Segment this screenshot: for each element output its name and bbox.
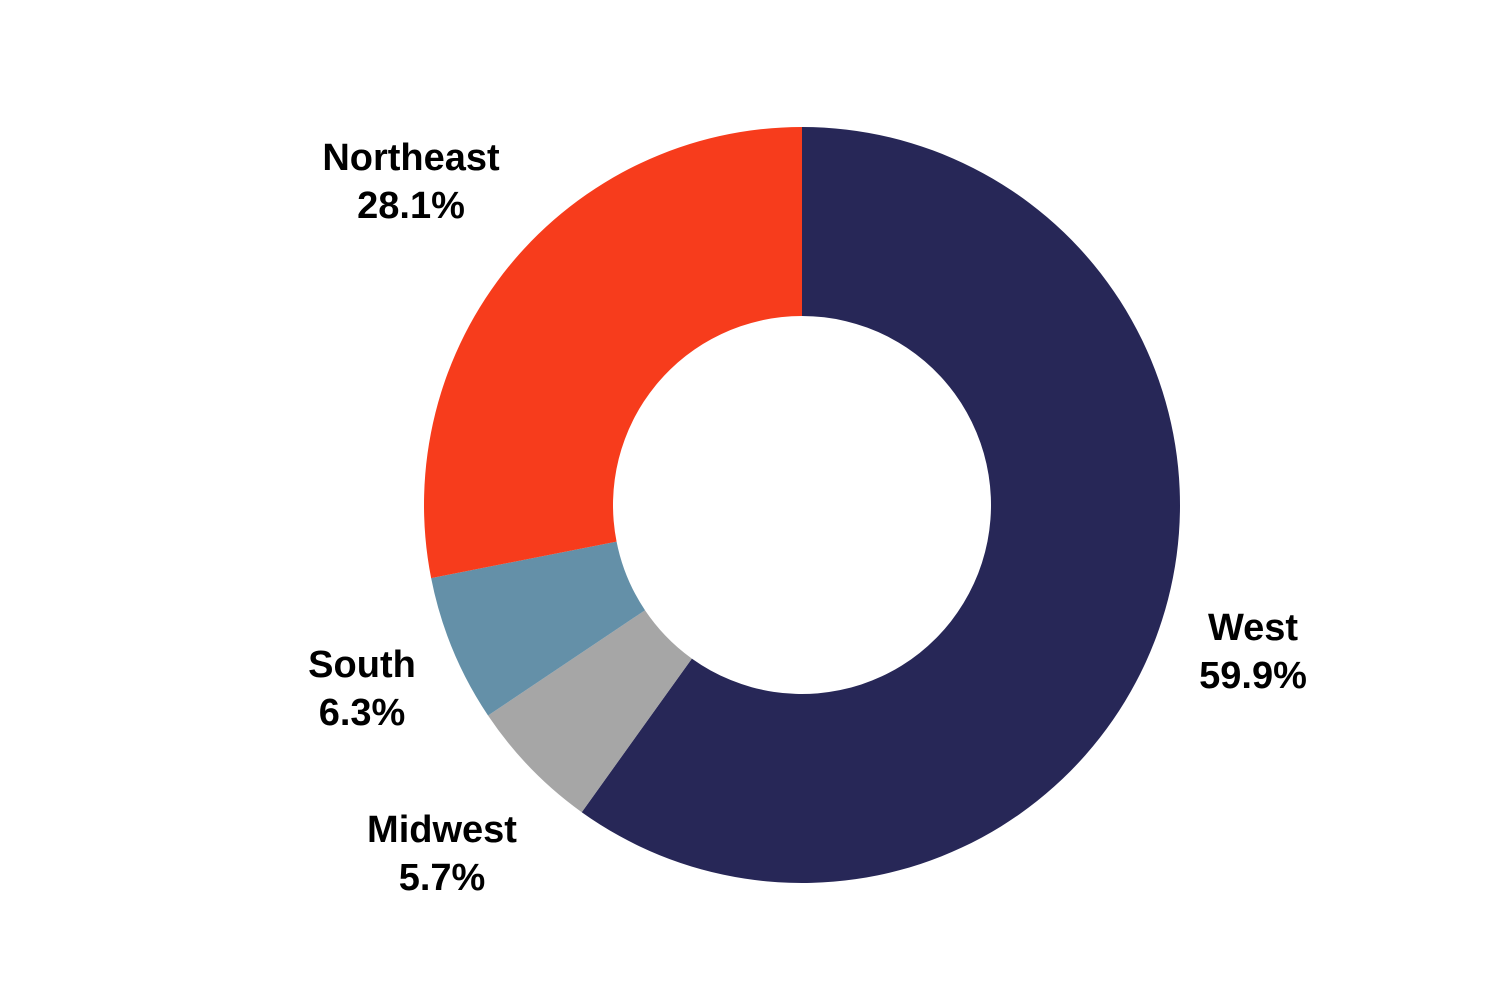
slice-name-label-south: South xyxy=(308,644,416,686)
slice-west xyxy=(581,127,1180,883)
labels-layer: West 59.9% Midwest 5.7% South 6.3% Northeast 28… xyxy=(308,137,1307,899)
slice-name-label-west: West xyxy=(1208,607,1298,649)
slice-south xyxy=(431,541,646,716)
slice-midwest xyxy=(488,610,692,813)
slices-layer xyxy=(424,127,1180,883)
slice-value-label-west: 59.9% xyxy=(1199,655,1307,697)
slice-name-label-midwest: Midwest xyxy=(367,809,517,851)
slice-northeast xyxy=(424,127,802,579)
slice-value-label-south: 6.3% xyxy=(319,692,406,734)
slice-name-label-northeast: Northeast xyxy=(322,137,500,179)
slice-value-label-midwest: 5.7% xyxy=(399,857,486,899)
slice-value-label-northeast: 28.1% xyxy=(357,185,465,227)
